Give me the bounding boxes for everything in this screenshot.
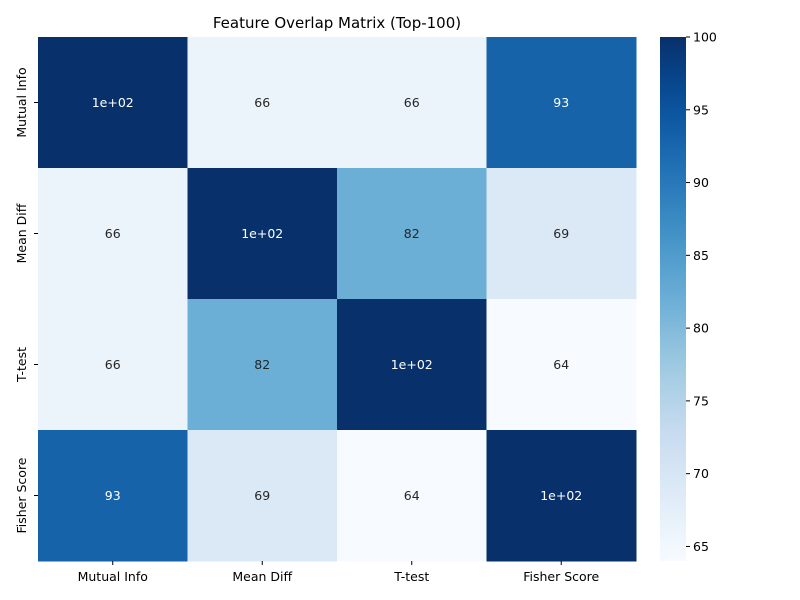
cell-value-label: 93 [553,95,569,110]
colorbar-tick-label: 65 [693,539,709,554]
heatmap-cell [337,430,487,562]
x-tick-label: Mutual Info [78,569,148,584]
x-tick-label: Fisher Score [523,569,599,584]
cell-value-label: 64 [404,488,420,503]
heatmap-cell [337,37,487,169]
y-axis-ticks: Mutual Info Mean Diff T-test Fisher Score [14,67,38,534]
cell-value-label: 1e+02 [540,488,582,503]
colorbar: 65 70 75 80 85 90 95 100 [660,30,717,561]
y-tick-label: Fisher Score [14,457,29,533]
y-tick-label: Mutual Info [14,67,29,137]
colorbar-tick-label: 70 [693,466,709,481]
cell-value-label: 93 [105,488,121,503]
heatmap-cell [486,168,637,300]
colorbar-tick-label: 90 [693,175,709,190]
colorbar-tick-label: 75 [693,393,709,408]
cell-value-label: 64 [553,357,569,372]
cell-value-label: 82 [404,226,420,241]
heatmap-cell [486,299,637,431]
cell-value-label: 1e+02 [92,95,134,110]
cell-value-label: 66 [404,95,420,110]
cell-value-label: 1e+02 [391,357,433,372]
colorbar-gradient [660,37,686,561]
y-tick-label: Mean Diff [14,203,29,263]
cell-value-label: 66 [105,357,121,372]
heatmap-cell [38,299,188,431]
heatmap-cell [38,37,188,169]
colorbar-tick-label: 85 [693,248,709,263]
heatmap-cell [38,430,188,562]
heatmap-cell [38,168,188,300]
heatmap-cell [187,37,338,169]
cell-value-label: 82 [254,357,270,372]
cell-value-label: 69 [553,226,569,241]
heatmap-cell [187,430,338,562]
cell-value-label: 1e+02 [241,226,283,241]
heatmap-cell [337,299,487,431]
chart-title: Feature Overlap Matrix (Top-100) [213,14,461,32]
colorbar-tick-label: 100 [693,30,717,45]
heatmap-cell [486,37,637,169]
heatmap-cell [187,299,338,431]
heatmap-cells: 1e+02 66 66 93 66 1e+02 82 69 66 82 1e+02 64 93 69 64 1… [38,37,637,562]
colorbar-tick-label: 80 [693,321,709,336]
x-axis-ticks: Mutual Info Mean Diff T-test Fisher Score [78,561,600,584]
cell-value-label: 66 [254,95,270,110]
colorbar-tick-label: 95 [693,102,709,117]
heatmap-cell [337,168,487,300]
cell-value-label: 69 [254,488,270,503]
heatmap-cell [486,430,637,562]
y-tick-label: T-test [14,347,29,383]
cell-value-label: 66 [105,226,121,241]
x-tick-label: T-test [393,569,429,584]
x-tick-label: Mean Diff [232,569,292,584]
heatmap-cell [187,168,338,300]
